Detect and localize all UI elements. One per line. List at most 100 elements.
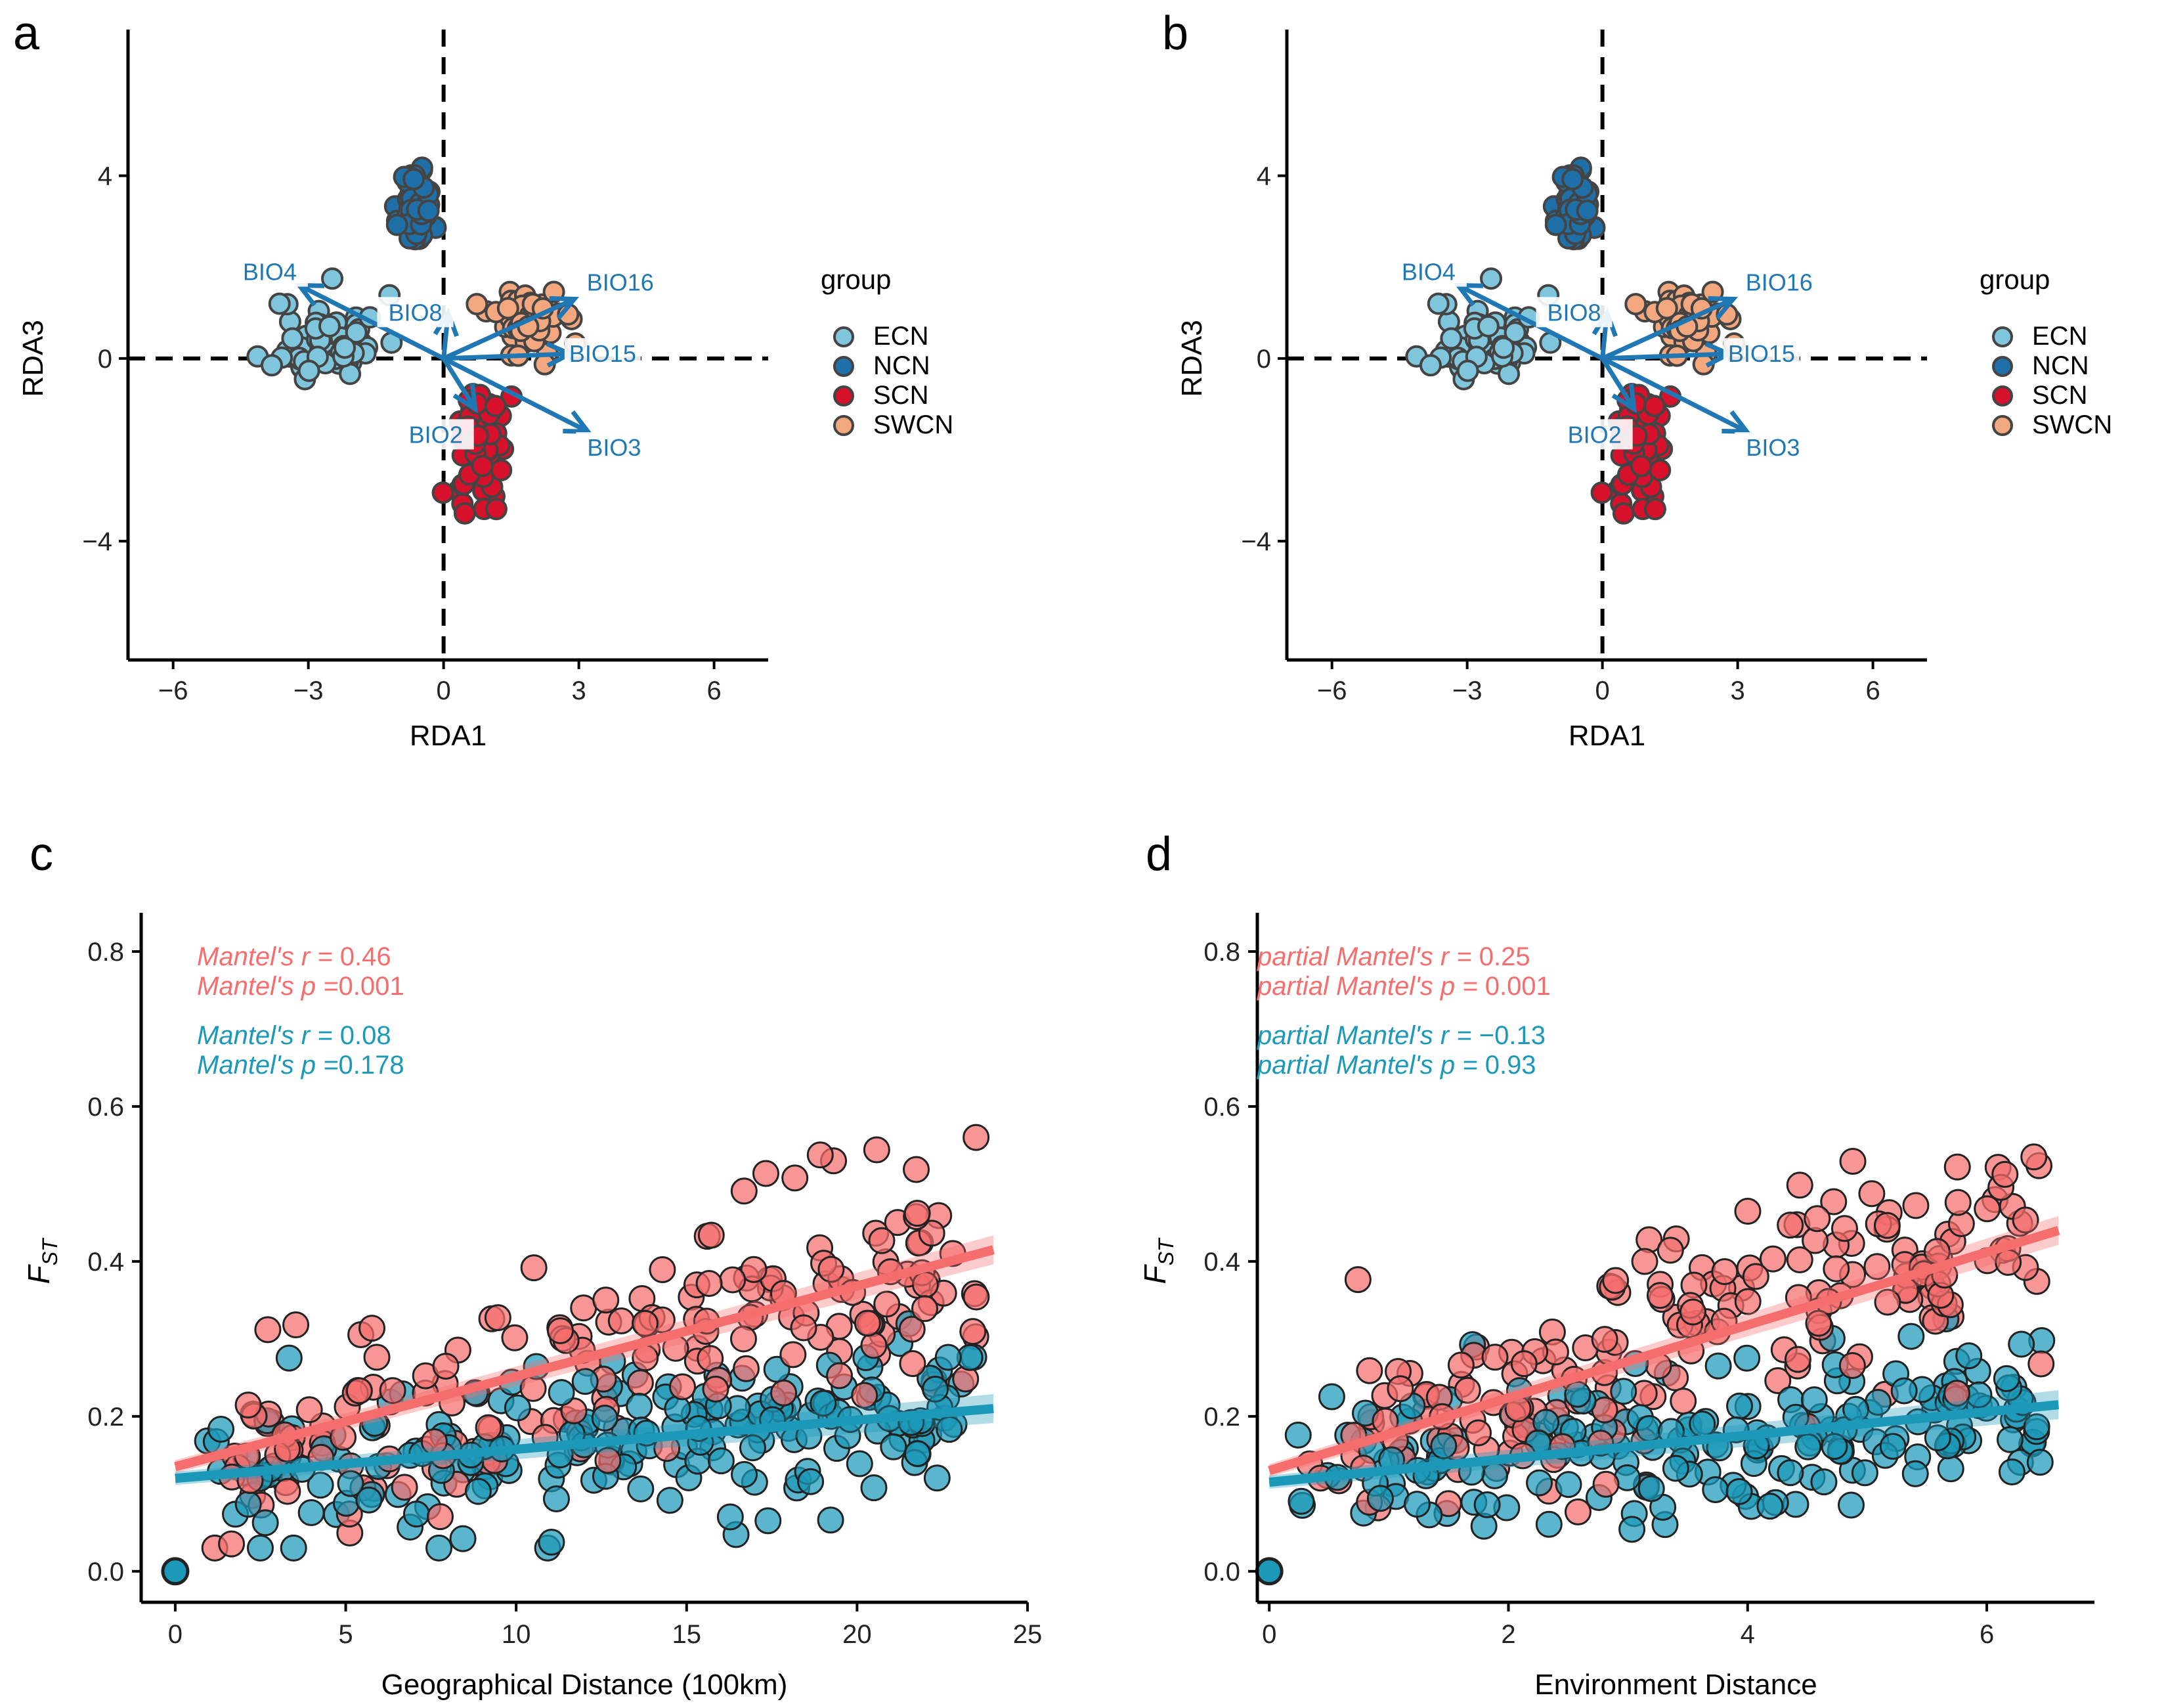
stat-annotation-red: partial Mantel's r = 0.25: [1257, 942, 1530, 971]
legend-label-ncn: NCN: [2032, 351, 2089, 380]
point-blue: [880, 1433, 907, 1460]
point-red: [1991, 1160, 2019, 1188]
point-red: [826, 1362, 854, 1390]
point-ecn: [345, 321, 368, 344]
point-origin: [1255, 1557, 1284, 1586]
arrow-label-bio2: BIO2: [409, 421, 463, 448]
fst-plot-d: 0 2 4 6 0.0 0.2 0.4 0.6 0.8 Environment Distance F…: [1138, 913, 2094, 1701]
stat-annotation-blue: Mantel's p =0.178: [197, 1051, 404, 1080]
point-blue: [1288, 1487, 1315, 1515]
point-blue: [297, 1499, 325, 1526]
point-ncn: [1561, 167, 1584, 190]
point-ecn: [1492, 336, 1515, 359]
arrow-label-bg: [231, 256, 308, 287]
x-axis-title: RDA1: [1569, 720, 1645, 752]
point-ecn: [1504, 321, 1527, 344]
point-red: [1786, 1172, 1813, 1199]
point-blue: [1725, 1478, 1753, 1505]
point-blue: [664, 1395, 691, 1422]
point-red: [475, 1414, 502, 1441]
point-blue: [1996, 1426, 2024, 1453]
point-swcn: [1655, 297, 1678, 320]
y-tick-label: 0.6: [87, 1093, 124, 1122]
point-red: [702, 1375, 729, 1403]
point-blue: [251, 1509, 279, 1537]
point-red: [1631, 1248, 1658, 1275]
x-tick-label: 6: [1865, 676, 1880, 705]
point-blue: [275, 1344, 303, 1372]
point-red: [345, 1377, 373, 1405]
point-blue: [1318, 1383, 1345, 1411]
arrow-bio15: [1602, 351, 1729, 361]
point-scn: [484, 395, 507, 418]
point-red: [1874, 1288, 1901, 1316]
stat-label: partial Mantel's p =: [1257, 1051, 1485, 1080]
y-axis-title-sub: ST: [1154, 1237, 1178, 1265]
point-blue: [1610, 1378, 1637, 1405]
arrow-bio3: [1601, 356, 1748, 434]
arrow-label-bg: [1390, 256, 1467, 287]
y-tick-label: 0.0: [87, 1558, 124, 1587]
point-red: [1657, 1237, 1684, 1264]
point-blue: [1526, 1469, 1553, 1497]
point-blue: [817, 1506, 844, 1534]
point-ecn: [281, 327, 304, 350]
legend-label-ecn: ECN: [873, 322, 928, 351]
stat-annotation-blue: partial Mantel's r = −0.13: [1257, 1021, 1546, 1050]
point-ecn: [1427, 292, 1450, 315]
x-tick-label: 10: [502, 1620, 531, 1649]
point-red: [484, 1304, 511, 1332]
point-red: [282, 1311, 310, 1339]
point-blue: [402, 1500, 430, 1528]
point-blue: [280, 1534, 307, 1562]
point-red: [1679, 1298, 1706, 1326]
panel-letter-c: c: [30, 828, 53, 881]
point-red: [363, 1344, 391, 1371]
point-ecn: [268, 292, 291, 315]
panel-letter-a: a: [13, 7, 40, 60]
point-red: [1820, 1188, 1848, 1215]
point-blue: [1662, 1455, 1689, 1482]
point-blue: [1777, 1459, 1804, 1487]
legend-label-ecn: ECN: [2032, 322, 2087, 351]
arrow-label-bg: [582, 267, 659, 297]
point-red: [959, 1318, 987, 1346]
point-red: [632, 1309, 659, 1337]
point-red: [426, 1503, 454, 1531]
y-axis-title: RDA3: [17, 320, 49, 397]
legend-swatch-ncn: [1992, 356, 2013, 377]
point-blue: [754, 1507, 782, 1535]
point-blue: [542, 1485, 570, 1513]
x-tick-label: 5: [338, 1620, 353, 1649]
point-ncn: [385, 213, 408, 236]
point-ecn: [318, 315, 341, 338]
point-red: [594, 1447, 622, 1474]
point-scn: [1643, 498, 1666, 521]
point-blue: [2026, 1449, 2054, 1476]
point-red: [1823, 1255, 1850, 1282]
arrow-label-bg: [1741, 267, 1817, 297]
legend-swatch-scn: [833, 385, 854, 406]
point-red: [817, 1256, 845, 1283]
y-tick-label: 0: [98, 345, 112, 374]
stat-label: partial Mantel's r =: [1257, 1021, 1479, 1050]
point-ecn: [1480, 267, 1502, 290]
rda-plot-a: BIO4 BIO8 BIO16 BIO15 BIO2 BIO3 −6 −3 0 3 6 4 0 −4 RDA…: [17, 30, 953, 752]
y-tick-label: 0.4: [87, 1248, 124, 1277]
point-scn: [485, 498, 508, 521]
point-red: [963, 1124, 990, 1151]
point-red: [295, 1396, 323, 1424]
point-blue: [1897, 1323, 1925, 1350]
x-tick-label: 20: [842, 1620, 872, 1649]
legend-swatch-scn: [1992, 385, 2013, 406]
arrow-label-bg: [1536, 297, 1613, 328]
point-red: [898, 1315, 926, 1343]
point-blue: [1555, 1471, 1582, 1499]
point-red: [1943, 1153, 1971, 1181]
point-blue: [860, 1474, 888, 1502]
point-ecn: [1419, 354, 1442, 377]
arrow-head-bio2: [1611, 383, 1637, 414]
point-red: [740, 1256, 768, 1283]
point-red: [854, 1309, 881, 1337]
point-red: [2027, 1350, 2055, 1378]
